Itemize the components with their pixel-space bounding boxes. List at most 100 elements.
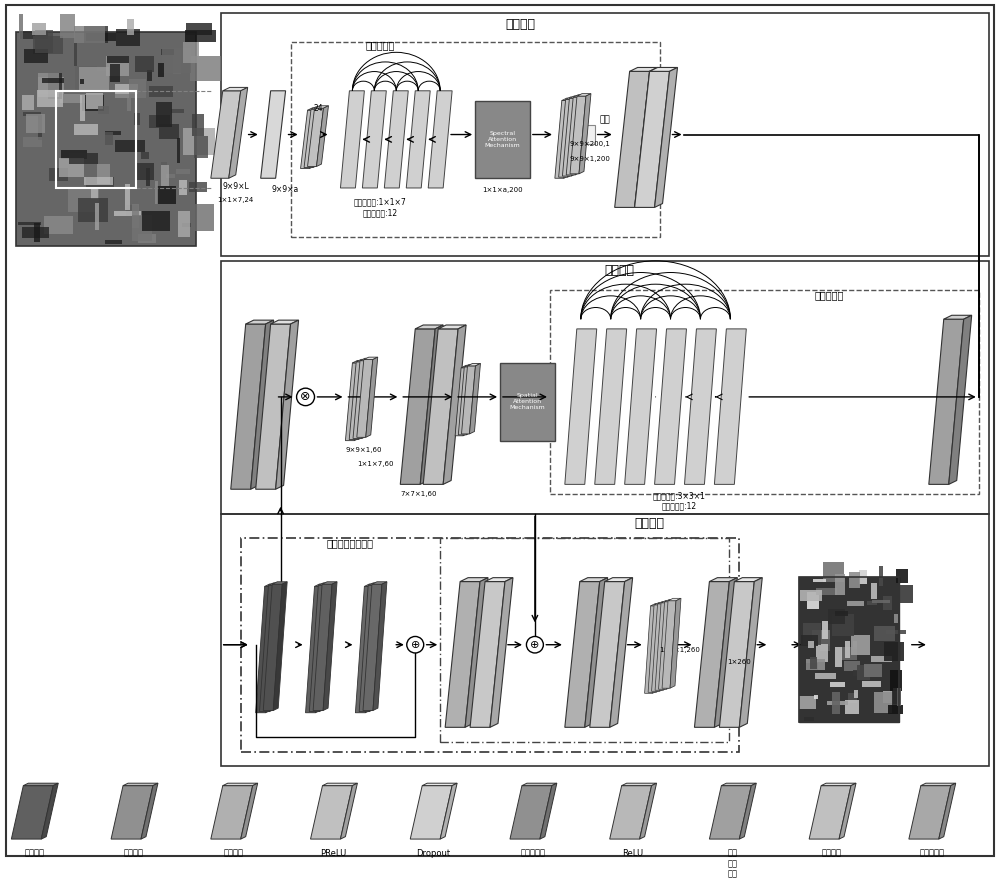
Bar [161, 165, 169, 186]
Polygon shape [364, 357, 378, 360]
Bar [116, 29, 140, 46]
Polygon shape [313, 584, 332, 711]
Bar [841, 647, 857, 661]
Bar [134, 113, 140, 124]
Text: 9×9×a: 9×9×a [272, 185, 299, 194]
Polygon shape [465, 578, 488, 728]
Polygon shape [410, 786, 452, 839]
Text: 三维卷积: 三维卷积 [24, 848, 44, 858]
Polygon shape [739, 783, 756, 839]
Polygon shape [645, 606, 659, 693]
Polygon shape [317, 106, 328, 167]
Bar [185, 30, 216, 42]
Polygon shape [256, 324, 291, 490]
Polygon shape [610, 786, 652, 839]
Bar [173, 50, 181, 74]
Circle shape [407, 637, 424, 653]
Polygon shape [635, 71, 670, 207]
Polygon shape [470, 581, 505, 728]
Text: 可变形卷积残差块: 可变形卷积残差块 [327, 538, 374, 548]
Bar [91, 188, 98, 198]
Polygon shape [265, 584, 280, 587]
Bar [86, 176, 114, 188]
Polygon shape [438, 325, 466, 329]
Bar [221, 513, 989, 766]
Polygon shape [310, 108, 321, 168]
Text: 卷积核大小:1×1×7
卷积核数量:12: 卷积核大小:1×1×7 卷积核数量:12 [354, 198, 407, 217]
Polygon shape [839, 783, 856, 839]
Bar [59, 158, 84, 176]
Bar [898, 586, 913, 603]
Bar [158, 63, 164, 78]
Polygon shape [540, 783, 557, 839]
Polygon shape [368, 583, 383, 586]
Polygon shape [211, 91, 241, 178]
Polygon shape [566, 97, 582, 175]
Bar [816, 644, 828, 662]
Bar [810, 657, 817, 669]
Bar [832, 692, 840, 714]
Bar [192, 114, 204, 136]
Polygon shape [316, 584, 329, 713]
Bar [814, 695, 818, 699]
Bar [93, 68, 122, 71]
Bar [127, 19, 134, 34]
Polygon shape [485, 578, 513, 581]
Bar [816, 588, 837, 594]
Polygon shape [358, 359, 370, 439]
Bar [35, 30, 53, 53]
Bar [871, 656, 892, 662]
Polygon shape [929, 319, 964, 484]
Polygon shape [440, 783, 457, 839]
Polygon shape [355, 587, 374, 713]
Bar [61, 150, 87, 159]
Polygon shape [595, 329, 627, 484]
Polygon shape [658, 602, 671, 604]
Bar [800, 589, 822, 602]
Polygon shape [655, 602, 669, 691]
Polygon shape [308, 108, 321, 110]
Bar [291, 42, 660, 236]
Bar [95, 203, 99, 229]
Polygon shape [271, 320, 299, 324]
Polygon shape [467, 363, 480, 366]
Polygon shape [668, 598, 681, 601]
Bar [874, 626, 895, 640]
Bar [879, 565, 883, 586]
Bar [799, 577, 899, 722]
Bar [48, 73, 62, 99]
Polygon shape [223, 783, 258, 786]
Polygon shape [665, 600, 678, 602]
Text: 可变形卷积: 可变形卷积 [520, 848, 545, 858]
Polygon shape [445, 581, 480, 728]
Polygon shape [301, 110, 317, 168]
Text: 线性分类器: 线性分类器 [919, 848, 944, 858]
Polygon shape [659, 602, 673, 689]
Polygon shape [625, 329, 657, 484]
Bar [105, 131, 121, 135]
Bar [142, 211, 170, 231]
Bar [897, 689, 901, 706]
Bar [38, 78, 64, 93]
Bar [178, 211, 190, 236]
Bar [159, 124, 179, 138]
Polygon shape [570, 96, 586, 174]
Bar [98, 106, 109, 114]
Bar [822, 621, 828, 639]
Bar [49, 168, 68, 181]
Bar [812, 631, 830, 647]
Polygon shape [622, 783, 657, 786]
Polygon shape [635, 67, 658, 207]
Text: 9×9×1,200: 9×9×1,200 [569, 156, 610, 161]
Polygon shape [311, 107, 325, 109]
Text: 1×1×1,260: 1×1×1,260 [659, 647, 700, 653]
Polygon shape [590, 581, 625, 728]
Bar [815, 673, 836, 679]
Polygon shape [651, 603, 664, 606]
Text: Spectral
Attention
Mechanism: Spectral Attention Mechanism [485, 131, 520, 147]
Polygon shape [340, 91, 364, 188]
Bar [835, 574, 845, 594]
Polygon shape [464, 364, 477, 367]
Bar [60, 13, 75, 38]
Polygon shape [304, 109, 320, 168]
